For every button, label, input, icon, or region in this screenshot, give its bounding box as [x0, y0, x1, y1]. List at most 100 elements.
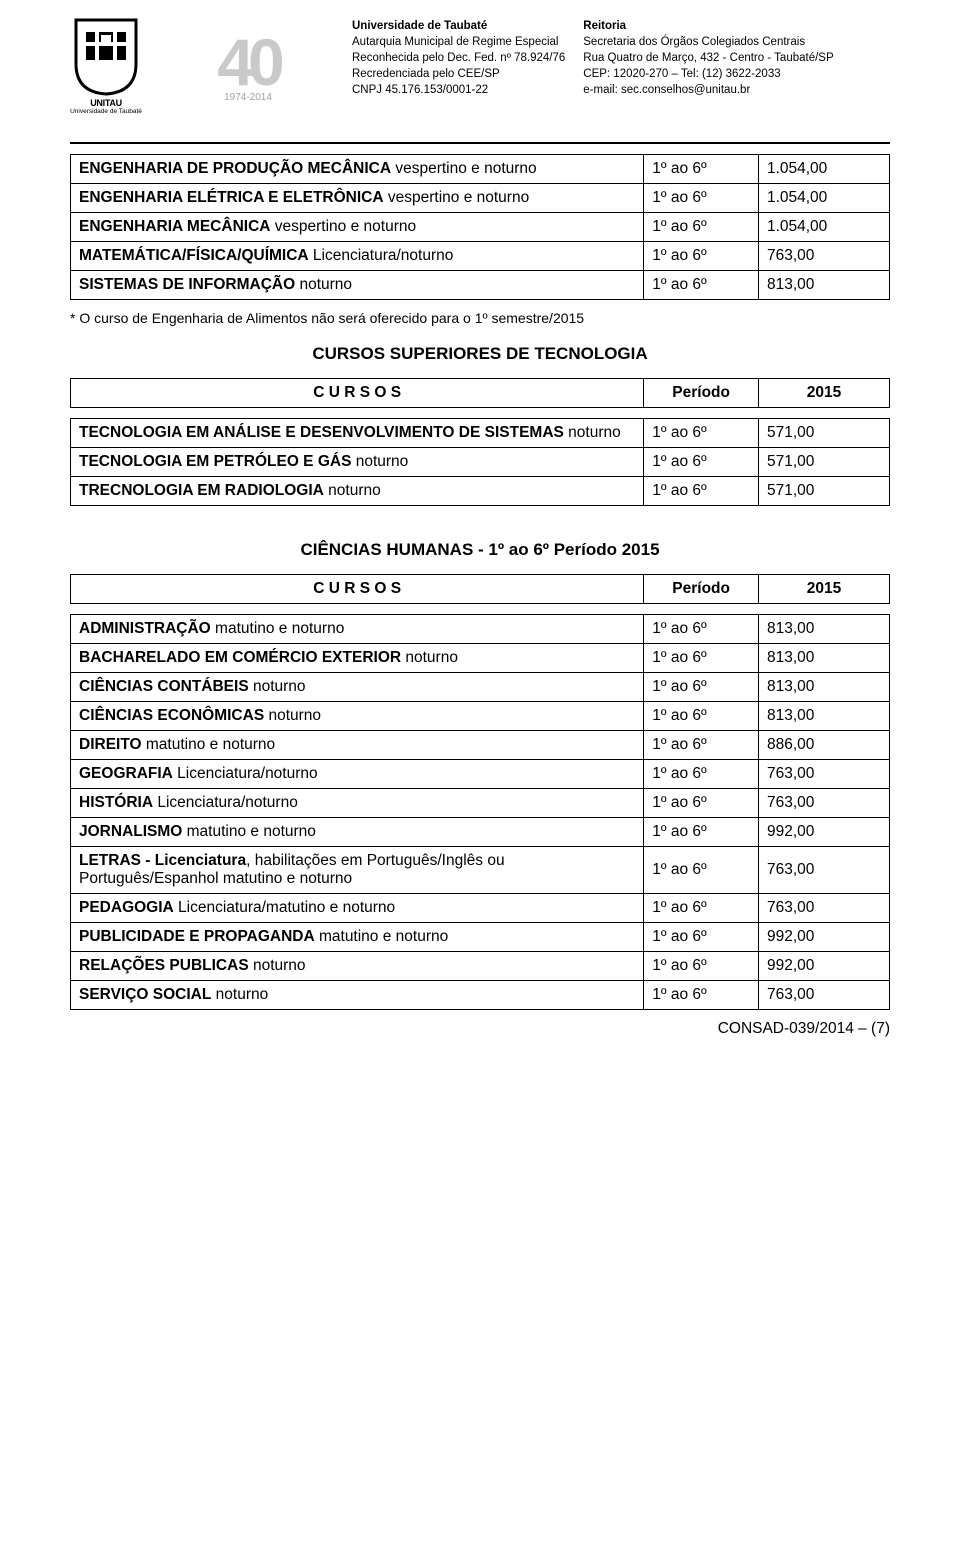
course-name-cell: SERVIÇO SOCIAL noturno: [71, 981, 644, 1010]
hl5: CNPJ 45.176.153/0001-22: [352, 84, 488, 96]
th-periodo: Período: [644, 379, 759, 408]
period-cell: 1º ao 6º: [644, 789, 759, 818]
table-row: MATEMÁTICA/FÍSICA/QUÍMICA Licenciatura/n…: [71, 242, 890, 271]
course-name-cell: TECNOLOGIA EM PETRÓLEO E GÁS noturno: [71, 448, 644, 477]
table-row: ENGENHARIA DE PRODUÇÃO MECÂNICA vesperti…: [71, 155, 890, 184]
course-name-cell: GEOGRAFIA Licenciatura/noturno: [71, 760, 644, 789]
hum-body: ADMINISTRAÇÃO matutino e noturno1º ao 6º…: [71, 615, 890, 1010]
period-cell: 1º ao 6º: [644, 242, 759, 271]
table-row: SERVIÇO SOCIAL noturno1º ao 6º763,00: [71, 981, 890, 1010]
period-cell: 1º ao 6º: [644, 731, 759, 760]
value-cell: 813,00: [758, 644, 889, 673]
eng-body: ENGENHARIA DE PRODUÇÃO MECÂNICA vesperti…: [71, 155, 890, 300]
table-row: LETRAS - Licenciatura, habilitações em P…: [71, 847, 890, 894]
period-cell: 1º ao 6º: [644, 271, 759, 300]
hr1: Reitoria: [583, 20, 626, 32]
hl4: Recredenciada pelo CEE/SP: [352, 68, 500, 80]
table-row: CIÊNCIAS ECONÔMICAS noturno1º ao 6º813,0…: [71, 702, 890, 731]
engineering-table: ENGENHARIA DE PRODUÇÃO MECÂNICA vesperti…: [70, 154, 890, 300]
value-cell: 763,00: [758, 242, 889, 271]
value-cell: 992,00: [758, 952, 889, 981]
period-cell: 1º ao 6º: [644, 894, 759, 923]
value-cell: 992,00: [758, 923, 889, 952]
table-row: TRECNOLOGIA EM RADIOLOGIA noturno1º ao 6…: [71, 477, 890, 506]
table-row: CIÊNCIAS CONTÁBEIS noturno1º ao 6º813,00: [71, 673, 890, 702]
value-cell: 763,00: [758, 894, 889, 923]
value-cell: 763,00: [758, 760, 889, 789]
humanities-header-table: C U R S O S Período 2015: [70, 574, 890, 604]
header-divider: [70, 142, 890, 144]
table-row: ENGENHARIA ELÉTRICA E ELETRÔNICA vespert…: [71, 184, 890, 213]
page-footer: CONSAD-039/2014 – (7): [70, 1020, 890, 1038]
th-cursos: C U R S O S: [71, 379, 644, 408]
humanities-header-row: C U R S O S Período 2015: [71, 575, 890, 604]
table-row: TECNOLOGIA EM ANÁLISE E DESENVOLVIMENTO …: [71, 419, 890, 448]
header-text-columns: Universidade de Taubaté Autarquia Munici…: [352, 18, 890, 98]
period-cell: 1º ao 6º: [644, 981, 759, 1010]
table-row: PUBLICIDADE E PROPAGANDA matutino e notu…: [71, 923, 890, 952]
course-name-cell: LETRAS - Licenciatura, habilitações em P…: [71, 847, 644, 894]
value-cell: 571,00: [758, 477, 889, 506]
course-name-cell: ADMINISTRAÇÃO matutino e noturno: [71, 615, 644, 644]
hr2: Secretaria dos Órgãos Colegiados Centrai…: [583, 36, 805, 48]
course-name-cell: MATEMÁTICA/FÍSICA/QUÍMICA Licenciatura/n…: [71, 242, 644, 271]
unitau-crest-icon: UNITAU Universidade de Taubaté: [70, 18, 142, 118]
period-cell: 1º ao 6º: [644, 615, 759, 644]
course-name-cell: BACHARELADO EM COMÉRCIO EXTERIOR noturno: [71, 644, 644, 673]
hr4: CEP: 12020-270 – Tel: (12) 3622-2033: [583, 68, 780, 80]
course-name-cell: HISTÓRIA Licenciatura/noturno: [71, 789, 644, 818]
forty-number: 40: [217, 33, 278, 92]
course-name-cell: ENGENHARIA MECÂNICA vespertino e noturno: [71, 213, 644, 242]
value-cell: 992,00: [758, 818, 889, 847]
hl3: Reconhecida pelo Dec. Fed. nº 78.924/76: [352, 52, 565, 64]
value-cell: 886,00: [758, 731, 889, 760]
period-cell: 1º ao 6º: [644, 702, 759, 731]
th-2015-h: 2015: [758, 575, 889, 604]
table-row: JORNALISMO matutino e noturno1º ao 6º992…: [71, 818, 890, 847]
value-cell: 571,00: [758, 419, 889, 448]
hr5: e-mail: sec.conselhos@unitau.br: [583, 84, 750, 96]
course-name-cell: CIÊNCIAS CONTÁBEIS noturno: [71, 673, 644, 702]
table-row: RELAÇÕES PUBLICAS noturno1º ao 6º992,00: [71, 952, 890, 981]
course-name-cell: JORNALISMO matutino e noturno: [71, 818, 644, 847]
th-cursos-h: C U R S O S: [71, 575, 644, 604]
value-cell: 813,00: [758, 673, 889, 702]
course-name-cell: ENGENHARIA ELÉTRICA E ELETRÔNICA vespert…: [71, 184, 644, 213]
value-cell: 813,00: [758, 271, 889, 300]
section-title-hum: CIÊNCIAS HUMANAS - 1º ao 6º Período 2015: [70, 540, 890, 560]
technology-header-table: C U R S O S Período 2015: [70, 378, 890, 408]
period-cell: 1º ao 6º: [644, 673, 759, 702]
value-cell: 813,00: [758, 702, 889, 731]
page: UNITAU Universidade de Taubaté 40 1974-2…: [0, 0, 960, 1078]
value-cell: 763,00: [758, 789, 889, 818]
course-name-cell: TECNOLOGIA EM ANÁLISE E DESENVOLVIMENTO …: [71, 419, 644, 448]
tec-body: TECNOLOGIA EM ANÁLISE E DESENVOLVIMENTO …: [71, 419, 890, 506]
value-cell: 1.054,00: [758, 155, 889, 184]
table-row: SISTEMAS DE INFORMAÇÃO noturno1º ao 6º81…: [71, 271, 890, 300]
hl1: Universidade de Taubaté: [352, 20, 487, 32]
period-cell: 1º ao 6º: [644, 155, 759, 184]
th-periodo-h: Período: [644, 575, 759, 604]
period-cell: 1º ao 6º: [644, 952, 759, 981]
humanities-table: ADMINISTRAÇÃO matutino e noturno1º ao 6º…: [70, 614, 890, 1010]
period-cell: 1º ao 6º: [644, 847, 759, 894]
logo-block: UNITAU Universidade de Taubaté 40 1974-2…: [70, 18, 342, 118]
course-name-cell: ENGENHARIA DE PRODUÇÃO MECÂNICA vesperti…: [71, 155, 644, 184]
value-cell: 1.054,00: [758, 213, 889, 242]
period-cell: 1º ao 6º: [644, 760, 759, 789]
value-cell: 763,00: [758, 847, 889, 894]
course-name-cell: PEDAGOGIA Licenciatura/matutino e noturn…: [71, 894, 644, 923]
table-row: HISTÓRIA Licenciatura/noturno1º ao 6º763…: [71, 789, 890, 818]
footnote: * O curso de Engenharia de Alimentos não…: [70, 310, 890, 326]
period-cell: 1º ao 6º: [644, 818, 759, 847]
period-cell: 1º ao 6º: [644, 644, 759, 673]
table-row: GEOGRAFIA Licenciatura/noturno1º ao 6º76…: [71, 760, 890, 789]
value-cell: 763,00: [758, 981, 889, 1010]
unitau-sub: Universidade de Taubaté: [70, 108, 142, 115]
unitau-brand: UNITAU: [90, 98, 122, 108]
technology-header-row: C U R S O S Período 2015: [71, 379, 890, 408]
section-title-tec: CURSOS SUPERIORES DE TECNOLOGIA: [70, 344, 890, 364]
period-cell: 1º ao 6º: [644, 477, 759, 506]
anniversary-40-icon: 40 1974-2014: [154, 33, 342, 103]
course-name-cell: PUBLICIDADE E PROPAGANDA matutino e notu…: [71, 923, 644, 952]
